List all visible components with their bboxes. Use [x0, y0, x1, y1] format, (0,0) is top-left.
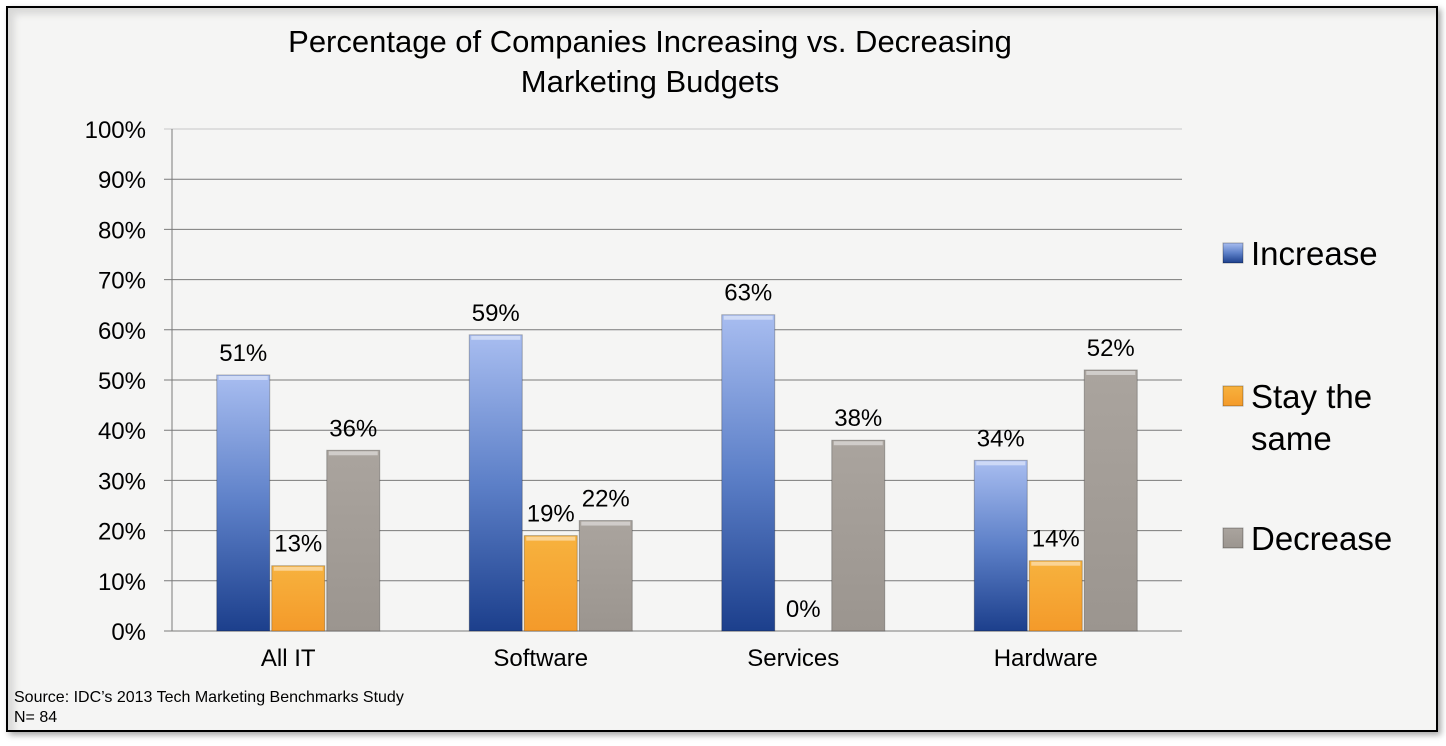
bar-stay-the-same: [523, 535, 578, 632]
y-tick-label: 20%: [98, 519, 146, 546]
data-label: 52%: [1087, 335, 1135, 362]
y-tick-label: 100%: [85, 117, 146, 144]
chart-title: Percentage of Companies Increasing vs. D…: [150, 22, 1150, 102]
bar-highlight: [471, 335, 521, 340]
y-tick-label: 90%: [98, 167, 146, 194]
y-tick-label: 40%: [98, 418, 146, 445]
x-tick-label: Software: [493, 645, 588, 672]
legend-swatch-decrease: [1222, 527, 1244, 549]
data-label: 22%: [582, 486, 630, 513]
bar-decrease: [831, 439, 886, 632]
bar-highlight: [581, 521, 631, 526]
bar-stay-the-same: [1028, 560, 1083, 632]
data-label: 63%: [724, 280, 772, 307]
bar-highlight: [273, 566, 323, 571]
data-label: 14%: [1032, 526, 1080, 553]
data-label: 13%: [274, 531, 322, 558]
bar-highlight: [723, 315, 773, 320]
data-label: 51%: [219, 340, 267, 367]
y-tick-label: 30%: [98, 468, 146, 495]
legend-swatch-stay-the-same: [1222, 385, 1244, 407]
bar-increase: [973, 459, 1028, 632]
source-text: Source: IDC’s 2013 Tech Marketing Benchm…: [14, 689, 404, 706]
bar-increase: [721, 314, 776, 632]
legend-label: Stay the: [1251, 378, 1372, 415]
x-tick-label: All IT: [261, 645, 316, 672]
bar-decrease: [578, 520, 633, 632]
data-label: 38%: [834, 405, 882, 432]
sample-size: N= 84: [14, 709, 58, 726]
y-tick-label: 60%: [98, 318, 146, 345]
x-tick-label: Hardware: [994, 645, 1098, 672]
bar-highlight: [833, 441, 883, 446]
legend-label: same: [1251, 420, 1332, 457]
chart-title-line-2: Marketing Budgets: [520, 64, 780, 99]
data-label: 0%: [786, 596, 821, 623]
bar-highlight: [1031, 561, 1081, 566]
y-tick-label: 80%: [98, 217, 146, 244]
data-label: 34%: [977, 425, 1025, 452]
bar-stay-the-same: [271, 565, 326, 632]
bar-highlight: [328, 451, 378, 456]
y-tick-label: 0%: [111, 619, 146, 646]
bar-highlight: [526, 536, 576, 541]
y-tick-label: 70%: [98, 268, 146, 295]
legend-label: Decrease: [1251, 520, 1392, 557]
source-note: Source: IDC’s 2013 Tech Marketing Benchm…: [14, 688, 404, 728]
data-label: 19%: [527, 501, 575, 528]
data-label: 59%: [472, 300, 520, 327]
chart-title-line-1: Percentage of Companies Increasing vs. D…: [288, 24, 1012, 59]
legend-swatch-increase: [1222, 242, 1244, 264]
bar-increase: [216, 374, 271, 632]
y-tick-label: 50%: [98, 368, 146, 395]
data-label: 36%: [329, 415, 377, 442]
x-tick-label: Services: [747, 645, 839, 672]
bar-highlight: [1086, 370, 1136, 375]
bar-highlight: [976, 461, 1026, 466]
bar-decrease: [326, 449, 381, 632]
bar-decrease: [1083, 369, 1138, 632]
bar-increase: [468, 334, 523, 632]
legend-label: Increase: [1251, 235, 1378, 272]
bar-highlight: [218, 375, 268, 380]
y-tick-label: 10%: [98, 569, 146, 596]
